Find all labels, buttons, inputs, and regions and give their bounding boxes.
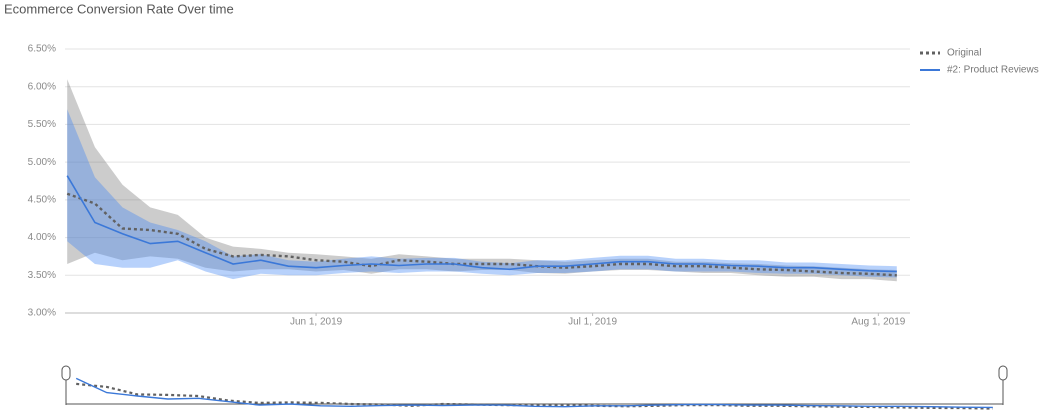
navigator-handle[interactable] (61, 365, 71, 381)
x-tick-label: Jul 1, 2019 (568, 317, 617, 328)
legend-label: Original (947, 48, 981, 59)
y-tick-label: 6.50% (28, 44, 56, 55)
legend-label: #2: Product Reviews (947, 65, 1039, 76)
x-tick-label: Aug 1, 2019 (851, 317, 905, 328)
y-tick-label: 5.50% (28, 119, 56, 130)
series-line (66, 192, 897, 277)
y-tick-label: 6.00% (28, 81, 56, 92)
y-tick-label: 4.00% (28, 232, 56, 243)
y-tick-label: 5.00% (28, 157, 56, 168)
navigator-handle[interactable] (998, 365, 1008, 381)
series-line (75, 377, 993, 409)
x-tick-label: Jun 1, 2019 (290, 317, 343, 328)
y-tick-label: 4.50% (28, 194, 56, 205)
y-tick-label: 3.50% (28, 270, 56, 281)
series-line (66, 175, 897, 273)
series-line (76, 382, 993, 410)
chart-title: Ecommerce Conversion Rate Over time (4, 1, 234, 16)
y-tick-label: 3.00% (28, 308, 56, 319)
confidence-band (67, 109, 897, 280)
navigator[interactable] (66, 360, 1003, 390)
